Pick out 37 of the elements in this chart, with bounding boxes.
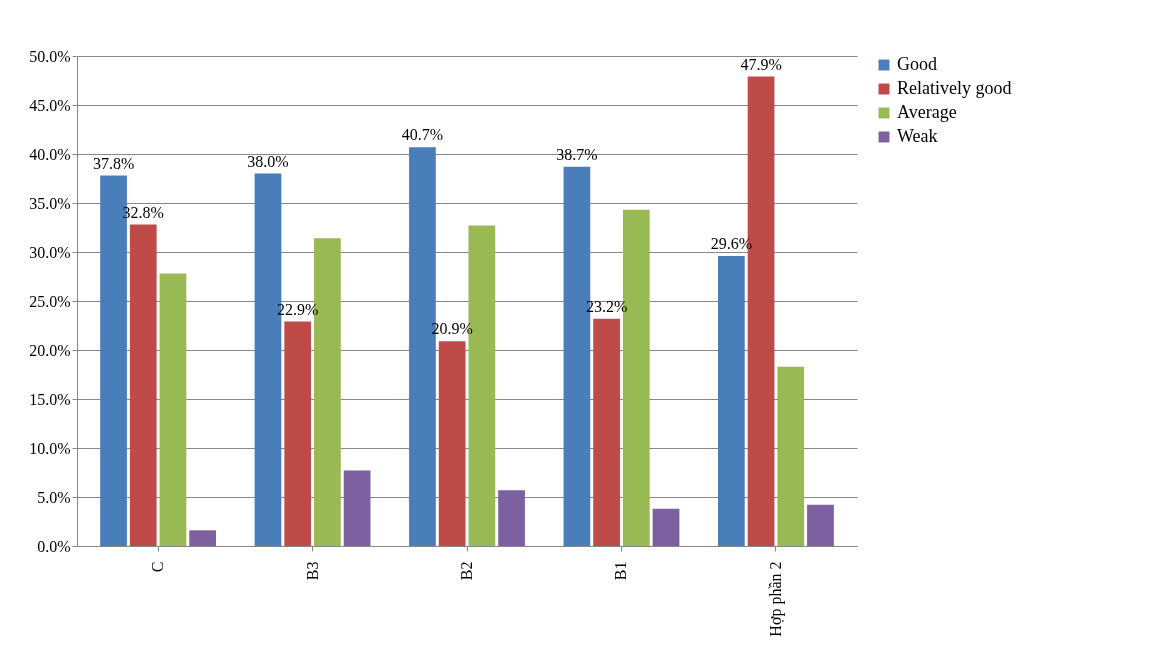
data-label: 38.7%	[556, 145, 598, 163]
bar	[807, 504, 834, 546]
x-tick-label: C	[149, 561, 167, 573]
y-tick-label: 15.0%	[29, 390, 71, 408]
legend-label: Relatively good	[897, 78, 1012, 98]
bar	[159, 273, 187, 546]
x-tick-label: Hợp phần 2	[766, 561, 785, 637]
bar	[189, 530, 217, 546]
legend-label: Weak	[897, 126, 938, 146]
bar	[284, 321, 312, 546]
y-tick-label: 5.0%	[37, 488, 71, 506]
bar	[593, 318, 620, 546]
x-tick-label: B2	[458, 561, 475, 581]
y-tick-label: 50.0%	[29, 47, 71, 65]
bar	[777, 366, 805, 546]
data-label: 47.9%	[740, 55, 782, 73]
y-tick-label: 20.0%	[29, 341, 71, 359]
bar	[498, 490, 525, 546]
y-tick-label: 30.0%	[29, 243, 71, 261]
legend-label: Good	[897, 54, 937, 74]
legend-label: Average	[897, 102, 957, 122]
bar	[652, 508, 680, 546]
x-tick-label: B3	[303, 561, 321, 581]
y-tick-label: 25.0%	[29, 292, 71, 310]
bar	[717, 255, 745, 546]
y-tick-label: 45.0%	[29, 96, 71, 114]
y-tick-label: 10.0%	[29, 439, 71, 457]
y-tick-label: 0.0%	[37, 537, 71, 555]
bar	[343, 470, 371, 546]
bar	[129, 224, 157, 546]
data-label: 40.7%	[401, 126, 444, 144]
data-label: 38.0%	[247, 152, 289, 170]
y-tick-label: 35.0%	[29, 194, 71, 212]
data-label: 37.8%	[92, 154, 135, 172]
bar	[438, 341, 466, 546]
x-tick-label: B1	[612, 561, 630, 581]
y-tick-label: 40.0%	[29, 145, 71, 163]
